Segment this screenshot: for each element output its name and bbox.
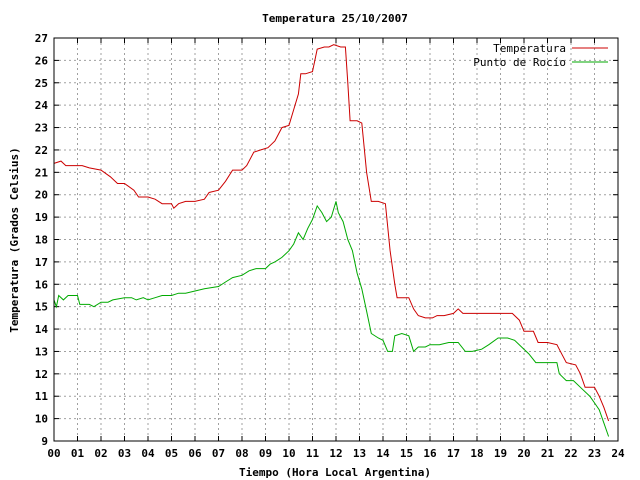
legend: Temperatura Punto de Rocío [473, 42, 608, 69]
y-tick-label: 14 [35, 323, 49, 336]
x-tick-label: 23 [588, 447, 601, 460]
x-tick-label: 17 [447, 447, 460, 460]
x-axis-ticks: 00 01 02 03 04 05 06 07 08 09 10 11 12 13 14 15 16 17 18 19… [47, 38, 625, 460]
x-tick-label: 21 [541, 447, 555, 460]
x-tick-label: 16 [423, 447, 437, 460]
x-tick-label: 13 [353, 447, 366, 460]
legend-label-punto-de-rocio: Punto de Rocío [473, 56, 566, 69]
x-axis-title: Tiempo (Hora Local Argentina) [239, 466, 431, 479]
y-tick-label: 17 [35, 256, 48, 269]
x-tick-label: 20 [517, 447, 530, 460]
y-tick-label: 21 [35, 166, 49, 179]
x-tick-label: 00 [47, 447, 60, 460]
series-line-1 [53, 201, 610, 437]
x-tick-label: 07 [212, 447, 225, 460]
y-tick-label: 27 [35, 32, 48, 45]
x-tick-label: 04 [141, 447, 155, 460]
y-tick-label: 24 [35, 99, 49, 112]
y-tick-label: 20 [35, 189, 48, 202]
y-tick-label: 10 [35, 413, 48, 426]
y-tick-label: 13 [35, 345, 48, 358]
x-tick-label: 10 [282, 447, 295, 460]
x-tick-label: 01 [71, 447, 85, 460]
y-tick-label: 9 [41, 435, 48, 448]
x-tick-label: 18 [470, 447, 483, 460]
y-axis-title: Temperatura (Grados Celsius) [8, 147, 21, 332]
x-tick-label: 06 [188, 447, 202, 460]
legend-label-temperatura: Temperatura [493, 42, 566, 55]
x-tick-label: 12 [329, 447, 342, 460]
x-tick-label: 24 [611, 447, 625, 460]
x-tick-label: 15 [400, 447, 413, 460]
plot-frame [53, 37, 619, 442]
x-tick-label: 08 [235, 447, 248, 460]
x-tick-label: 19 [494, 447, 507, 460]
x-tick-label: 22 [564, 447, 577, 460]
y-tick-label: 26 [35, 54, 49, 67]
x-tick-label: 03 [118, 447, 131, 460]
series-lines [53, 44, 610, 437]
y-tick-label: 12 [35, 368, 48, 381]
x-tick-label: 14 [376, 447, 390, 460]
grid-lines [54, 38, 618, 441]
y-tick-label: 16 [35, 278, 49, 291]
series-line-0 [53, 44, 610, 422]
y-tick-label: 22 [35, 144, 48, 157]
x-tick-label: 02 [94, 447, 107, 460]
x-tick-label: 11 [306, 447, 320, 460]
y-tick-label: 25 [35, 77, 48, 90]
y-tick-label: 15 [35, 301, 48, 314]
x-tick-label: 05 [165, 447, 178, 460]
y-tick-label: 11 [35, 390, 49, 403]
y-tick-label: 19 [35, 211, 48, 224]
chart-title: Temperatura 25/10/2007 [262, 12, 408, 25]
y-tick-label: 18 [35, 234, 48, 247]
x-tick-label: 09 [259, 447, 272, 460]
y-tick-label: 23 [35, 122, 48, 135]
